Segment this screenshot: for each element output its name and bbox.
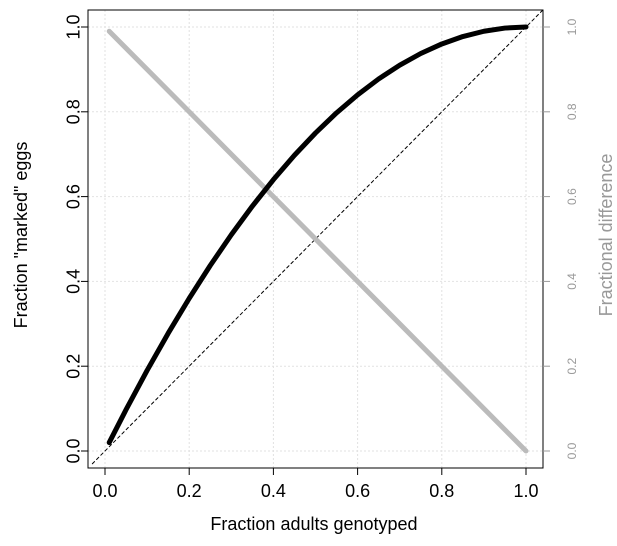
y-right-tick-label-4: 0.8 [565, 103, 579, 120]
y-tick-label-2: 0.4 [63, 269, 83, 294]
y-right-tick-label-0: 0.0 [565, 442, 579, 459]
x-tick-label-1: 0.2 [177, 481, 202, 501]
series-line-1 [106, 28, 529, 454]
x-tick-label-2: 0.4 [261, 481, 286, 501]
y-right-tick-label-5: 1.0 [565, 18, 579, 35]
plot-frame [87, 9, 544, 469]
y-axis-label: Fraction "marked" eggs [11, 142, 31, 329]
series-line-0 [106, 24, 529, 446]
y-tick-label-5: 1.0 [63, 14, 83, 39]
y-right-tick-label-3: 0.6 [565, 188, 579, 205]
x-axis-label: Fraction adults genotyped [210, 514, 417, 534]
x-tick-label-5: 1.0 [513, 481, 538, 501]
y-tick-label-0: 0.0 [63, 438, 83, 463]
series-line-2 [91, 10, 543, 465]
x-axis: 0.0 0.2 0.4 0.6 0.8 1.0 [92, 468, 539, 501]
series-layer [91, 10, 543, 465]
grid [88, 10, 543, 468]
x-tick-label-4: 0.8 [429, 481, 454, 501]
y-right-tick-label-1: 0.2 [565, 358, 579, 375]
y-tick-label-1: 0.2 [63, 354, 83, 379]
y-axis-left: 0.0 0.2 0.4 0.6 0.8 1.0 [63, 14, 88, 464]
y-axis-right: 0.0 0.2 0.4 0.6 0.8 1.0 [543, 18, 579, 459]
x-tick-label-3: 0.6 [345, 481, 370, 501]
y-axis-label-right: Fractional difference [596, 154, 616, 317]
y-tick-label-3: 0.6 [63, 184, 83, 209]
y-tick-label-4: 0.8 [63, 99, 83, 124]
y-right-tick-label-2: 0.4 [565, 273, 579, 290]
x-tick-label-0: 0.0 [92, 481, 117, 501]
